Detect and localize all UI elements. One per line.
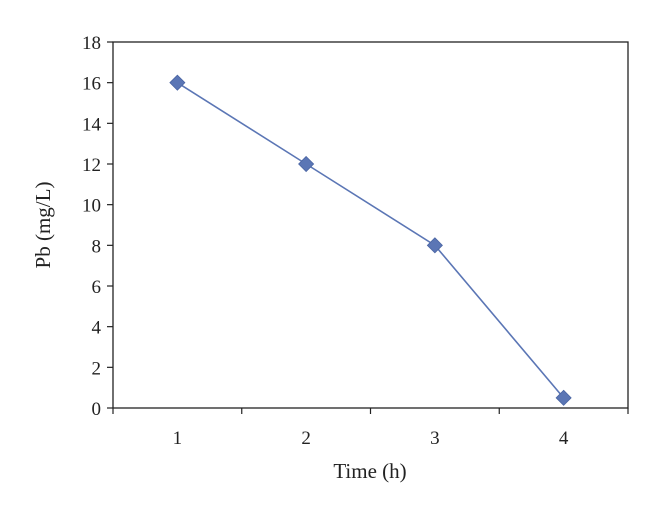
y-tick-label: 6	[92, 277, 102, 298]
y-tick-label: 12	[82, 155, 101, 176]
y-tick-label: 14	[82, 114, 102, 135]
series-line	[176, 81, 565, 399]
x-tick-label: 2	[301, 428, 311, 449]
y-tick-label: 8	[92, 236, 102, 257]
x-tick-label: 3	[430, 428, 440, 449]
data-point	[555, 389, 572, 406]
y-tick-label: 18	[82, 33, 101, 54]
y-tick-label: 10	[82, 196, 101, 217]
x-axis-title: Time (h)	[333, 459, 406, 483]
x-axis: 1 2 3 4	[112, 408, 629, 449]
x-tick-label: 1	[173, 428, 183, 449]
y-tick-label: 16	[82, 74, 101, 95]
data-point	[426, 237, 443, 254]
y-tick-label: 0	[92, 399, 102, 420]
y-axis-title: Pb (mg/L)	[31, 182, 55, 269]
y-tick-label: 4	[92, 318, 102, 339]
data-point	[298, 155, 315, 173]
y-tick-label: 2	[92, 358, 102, 379]
plot-frame	[112, 41, 629, 409]
y-axis: 0 2 4 6 8 10 12 14 16 18	[82, 33, 113, 420]
series-layer	[169, 74, 572, 406]
data-point	[169, 74, 186, 91]
x-tick-label: 4	[559, 428, 569, 449]
